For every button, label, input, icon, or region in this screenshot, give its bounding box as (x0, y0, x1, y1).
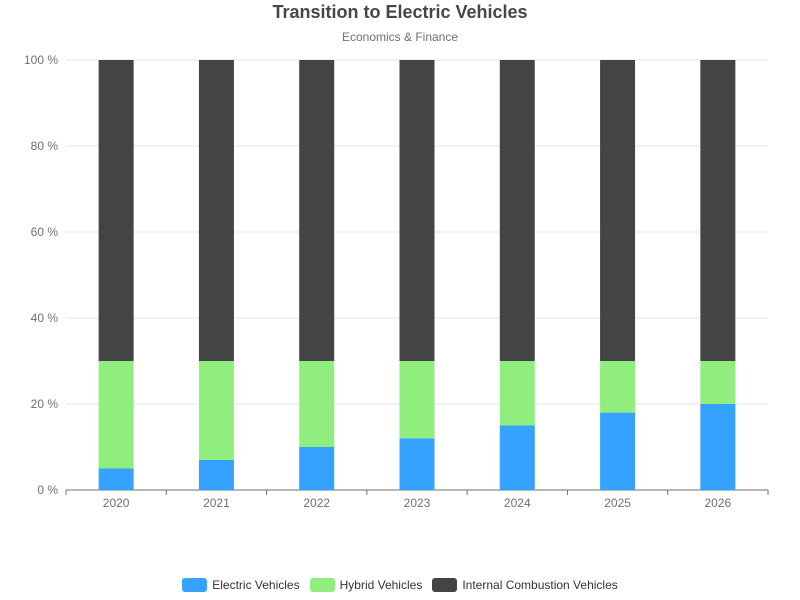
x-tick-label: 2020 (103, 496, 130, 510)
legend-item-ice[interactable]: Internal Combustion Vehicles (432, 578, 618, 592)
bar-internal-combustion-vehicles-2021[interactable] (198, 60, 234, 361)
legend-swatch-ice (432, 578, 458, 592)
y-tick-label: 60 % (31, 225, 59, 239)
bar-internal-combustion-vehicles-2023[interactable] (399, 60, 435, 361)
y-tick-label: 0 % (37, 483, 58, 497)
legend-swatch-electric (182, 578, 208, 592)
bar-hybrid-vehicles-2020[interactable] (98, 361, 134, 469)
y-tick-label: 80 % (31, 139, 59, 153)
legend-item-hybrid[interactable]: Hybrid Vehicles (309, 578, 423, 592)
y-tick-label: 40 % (31, 311, 59, 325)
bar-electric-vehicles-2022[interactable] (299, 447, 335, 490)
bar-hybrid-vehicles-2022[interactable] (299, 361, 335, 447)
bar-hybrid-vehicles-2023[interactable] (399, 361, 435, 439)
x-tick-label: 2023 (404, 496, 431, 510)
bar-electric-vehicles-2024[interactable] (499, 425, 535, 491)
bar-electric-vehicles-2021[interactable] (198, 459, 234, 490)
bar-hybrid-vehicles-2021[interactable] (198, 361, 234, 460)
bar-hybrid-vehicles-2026[interactable] (700, 361, 736, 404)
legend-label-hybrid: Hybrid Vehicles (339, 578, 423, 592)
y-tick-label: 20 % (31, 397, 59, 411)
x-tick-label: 2026 (705, 496, 732, 510)
chart-area: 0 % 20 % 40 % 60 % 80 % 100 % 2020 2021 2022 2023… (24, 53, 769, 510)
bar-electric-vehicles-2023[interactable] (399, 438, 435, 490)
legend: Electric Vehicles Hybrid Vehicles Intern… (0, 578, 800, 592)
x-tick-label: 2022 (303, 496, 330, 510)
x-tick-label: 2021 (203, 496, 230, 510)
bar-internal-combustion-vehicles-2020[interactable] (98, 60, 134, 361)
chart-title: Transition to Electric Vehicles (272, 2, 528, 22)
bar-electric-vehicles-2026[interactable] (700, 404, 736, 490)
bar-internal-combustion-vehicles-2024[interactable] (499, 60, 535, 361)
bar-electric-vehicles-2025[interactable] (600, 412, 636, 490)
bar-internal-combustion-vehicles-2026[interactable] (700, 60, 736, 361)
legend-label-ice: Internal Combustion Vehicles (462, 578, 618, 592)
legend-item-electric[interactable]: Electric Vehicles (182, 578, 300, 592)
y-tick-label: 100 % (24, 53, 58, 67)
bar-hybrid-vehicles-2024[interactable] (499, 361, 535, 426)
bar-hybrid-vehicles-2025[interactable] (600, 361, 636, 413)
bar-internal-combustion-vehicles-2025[interactable] (600, 60, 636, 361)
legend-swatch-hybrid (309, 578, 335, 592)
chart-subtitle: Economics & Finance (341, 30, 459, 44)
bar-internal-combustion-vehicles-2022[interactable] (299, 60, 335, 361)
x-tick-label: 2024 (504, 496, 531, 510)
x-tick-label: 2025 (604, 496, 631, 510)
legend-label-electric: Electric Vehicles (212, 578, 300, 592)
bar-electric-vehicles-2020[interactable] (98, 468, 134, 491)
